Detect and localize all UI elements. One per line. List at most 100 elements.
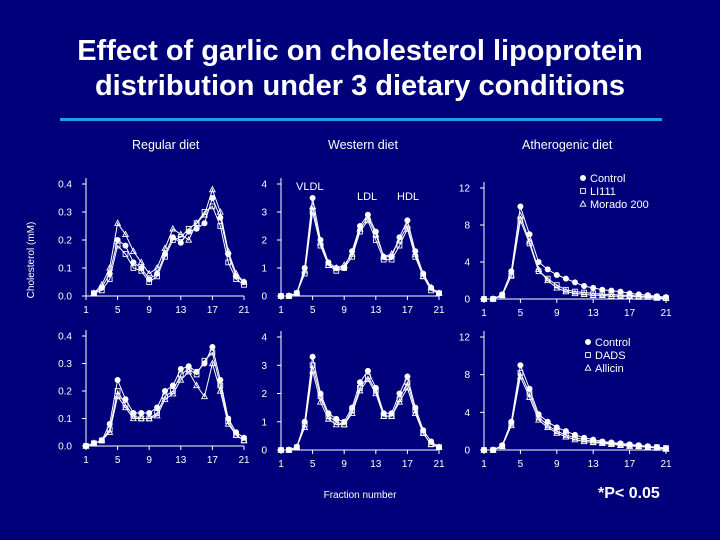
atherogenic-bottom-y-tick-label: 8 (464, 370, 470, 381)
western-bottom-series-control-point (356, 379, 363, 386)
atherogenic-bottom-series-allicin-point (607, 440, 615, 447)
western-bottom-y-tick-label: 4 (261, 333, 267, 344)
western-bottom-series-allicin-point (293, 443, 301, 450)
legend-top-marker-0 (580, 174, 587, 181)
atherogenic-top-series-morado-200-point (480, 295, 488, 302)
western-top-series-morado-200-point (356, 224, 364, 232)
western-bottom-series-allicin-point (395, 398, 404, 405)
regular-bottom-y-tick-label: 0.4 (58, 332, 72, 343)
western-bottom-series-allicin-point (380, 412, 388, 419)
regular-top-y-tick-label: 0.0 (58, 292, 72, 303)
regular-top-series-morado-200-point (177, 230, 185, 238)
atherogenic-bottom-series-allicin-point (616, 441, 625, 448)
regular-top-x-tick-label: 5 (115, 305, 121, 316)
western-bottom-x-tick-label: 9 (341, 459, 347, 470)
western-bottom-y-tick-label: 1 (261, 417, 267, 428)
atherogenic-top-series-morado-200-point (498, 291, 506, 298)
atherogenic-bottom-x-tick-label: 13 (588, 459, 600, 470)
legend-bottom-label-2: Allicin (595, 363, 624, 375)
atherogenic-top-series-morado-200-point (662, 294, 670, 301)
regular-top-series-morado-200-point (153, 264, 161, 271)
regular-top-series-control-point (122, 242, 129, 249)
regular-bottom-x-tick-label: 17 (207, 455, 219, 466)
regular-bottom-series-allicin-point (129, 414, 137, 422)
regular-bottom-x-tick-label: 1 (83, 455, 89, 466)
regular-top-series-morado-200-point (90, 289, 98, 296)
atherogenic-bottom-series-allicin-point (480, 446, 488, 453)
regular-bottom-series-allicin-point (114, 392, 122, 400)
atherogenic-top-series-morado-200-point (507, 271, 515, 278)
regular-top-series-li111-point (138, 267, 145, 274)
regular-top-series-li111-point (130, 265, 137, 271)
regular-bottom-series-allicin-point (224, 420, 232, 427)
western-top-series-morado-200-point (324, 261, 332, 268)
regular-bottom-series-allicin-point (161, 395, 169, 402)
title-line-2: distribution under 3 dietary conditions (94, 70, 626, 102)
atherogenic-bottom-y-tick-label: 12 (459, 333, 471, 344)
western-bottom-x-tick-label: 13 (370, 459, 382, 470)
atherogenic-top-series-morado-200-point (489, 295, 497, 302)
regular-bottom-series-control-point (114, 376, 121, 383)
western-bottom-series-allicin-point (277, 446, 285, 453)
western-top-series-morado-200-point (293, 289, 301, 296)
regular-top-series-morado-200-point (169, 224, 177, 232)
atherogenic-bottom-x-tick-label: 17 (624, 459, 636, 470)
regular-top-x-tick-label: 17 (207, 305, 219, 316)
atherogenic-top-series-morado-200-point (626, 292, 634, 299)
atherogenic-top-series-li111-point (608, 291, 615, 298)
label-ldl: LDL (357, 191, 377, 203)
atherogenic-bottom-x-tick-label: 9 (554, 459, 560, 470)
atherogenic-top-x-tick-label: 9 (554, 308, 560, 319)
western-top-x-tick-label: 21 (433, 305, 445, 316)
western-bottom-x-tick-label: 21 (433, 459, 445, 470)
regular-top-y-tick-label: 0.2 (58, 236, 72, 247)
legend-bottom-marker-1 (585, 352, 591, 358)
western-top-y-tick-label: 4 (261, 180, 267, 191)
atherogenic-bottom-series-dads-line (484, 371, 667, 451)
atherogenic-top-x-tick-label: 17 (624, 308, 636, 319)
western-bottom-series-allicin-point (364, 375, 372, 383)
regular-bottom-x-tick-label: 5 (115, 455, 121, 466)
regular-top-x-tick-label: 13 (175, 305, 187, 316)
atherogenic-top-series-morado-200-point (653, 294, 661, 301)
atherogenic-bottom-series-allicin-point (525, 393, 534, 400)
atherogenic-top-series-li111-point (581, 289, 587, 296)
regular-top-series-li111-point (114, 242, 121, 249)
regular-top-series-control-point (201, 220, 208, 227)
regular-bottom-series-allicin-point (177, 376, 185, 383)
regular-top-series-li111-point (106, 276, 113, 283)
western-top-series-morado-200-point (285, 292, 293, 299)
western-top-y-tick-label: 1 (261, 264, 267, 275)
regular-top-series-morado-200-point (121, 230, 130, 238)
western-bottom-series-allicin-point (372, 389, 380, 397)
regular-top-x-tick-label: 21 (238, 305, 250, 316)
atherogenic-top-series-morado-200-line (484, 215, 666, 300)
regular-top-y-tick-label: 0.4 (58, 180, 72, 191)
western-bottom-series-allicin-point (285, 446, 293, 453)
regular-top-series-li111-point (146, 279, 153, 285)
regular-top-series-li111-line (93, 205, 245, 294)
regular-top-series-morado-200-point (240, 278, 248, 285)
atherogenic-bottom-series-allicin-point (635, 442, 643, 449)
atherogenic-bottom-x-tick-label: 1 (481, 459, 487, 470)
regular-top-series-morado-200-point (145, 269, 153, 277)
regular-bottom-series-dads-point (193, 371, 200, 378)
atherogenic-top-series-morado-200-point (607, 292, 615, 299)
regular-bottom-series-control-point (161, 387, 168, 394)
regular-bottom-series-allicin-point (193, 381, 201, 389)
western-top-series-morado-200-point (301, 266, 309, 274)
regular-top-series-morado-200-point (98, 280, 106, 288)
western-top-series-morado-200-point (395, 236, 404, 243)
western-bottom-series-allicin-point (419, 429, 427, 436)
western-top-series-morado-200-point (309, 202, 317, 210)
regular-top-y-tick-label: 0.1 (58, 264, 72, 275)
atherogenic-bottom-series-allicin-point (589, 438, 597, 446)
western-top-series-morado-200-point (364, 213, 372, 221)
western-bottom-series-control-point (309, 353, 316, 360)
label-vldl: VLDL (296, 181, 324, 193)
atherogenic-top-series-morado-200-point (544, 276, 552, 284)
atherogenic-bottom-series-allicin-point (553, 429, 561, 436)
regular-top-series-morado-200-point (114, 219, 122, 226)
atherogenic-top-series-morado-200-point (553, 283, 561, 291)
